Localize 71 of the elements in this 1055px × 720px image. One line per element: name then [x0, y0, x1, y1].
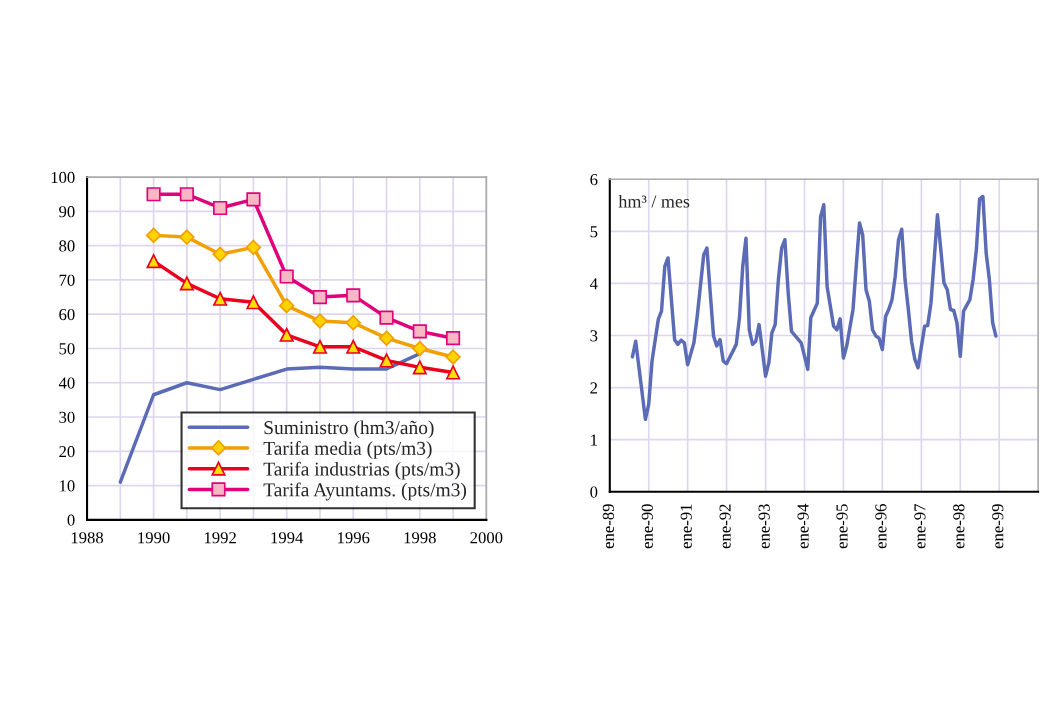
point: [278, 297, 295, 314]
x-tick-label: ene-99: [992, 504, 1004, 549]
point: [246, 295, 261, 310]
point: [213, 200, 228, 216]
point: [379, 310, 394, 325]
x-tick-label: ene-98: [953, 504, 965, 549]
point: [245, 239, 262, 256]
y-tick-label: 70: [59, 274, 75, 286]
x-tick-label: ene-90: [641, 504, 653, 549]
x-tick-label: ene-93: [758, 504, 770, 549]
y-tick-label: 90: [59, 206, 75, 218]
y-tick-label: 0: [67, 514, 75, 526]
point: [379, 353, 394, 368]
point: [412, 324, 427, 339]
x-tick-label: 1988: [71, 532, 104, 544]
point: [312, 339, 328, 354]
y-tick-label: 1: [591, 434, 597, 446]
y-tick-label: 10: [60, 480, 75, 492]
point: [346, 339, 361, 354]
x-tick-label: 1998: [404, 532, 436, 544]
point: [445, 349, 461, 365]
point: [345, 315, 361, 331]
x-tick-label: ene-89: [602, 504, 614, 549]
y-tick-label: 60: [59, 308, 75, 321]
y-tick-label: 0: [590, 486, 598, 498]
y-axis-title: hm³ / mes: [618, 194, 690, 208]
y-tick-label: 30: [59, 411, 75, 423]
legend-label: Tarifa Ayuntams. (pts/m3): [263, 482, 467, 501]
point: [179, 187, 194, 202]
y-tick-label: 4: [589, 278, 598, 290]
x-tick-label: ene-94: [797, 503, 809, 549]
point: [146, 187, 161, 202]
y-tick-label: 6: [590, 174, 598, 186]
legend-label: Suministro (hm3/año): [264, 420, 434, 439]
point: [312, 289, 328, 305]
y-tick-label: 5: [590, 226, 598, 238]
point: [312, 313, 328, 329]
x-tick-label: 1992: [204, 532, 236, 544]
x-tick-label: ene-91: [680, 504, 692, 549]
x-tick-label: ene-97: [914, 504, 926, 549]
x-tick-label: ene-92: [719, 504, 731, 549]
point: [145, 227, 162, 244]
y-tick-label: 20: [59, 446, 75, 458]
y-tick-label: 100: [51, 171, 75, 184]
point: [378, 330, 395, 346]
point: [279, 327, 294, 342]
point: [445, 365, 461, 380]
point: [179, 276, 194, 291]
point: [213, 291, 228, 306]
x-tick-label: 1996: [338, 532, 370, 544]
x-tick-label: 1994: [271, 532, 304, 544]
y-tick-label: 40: [58, 377, 75, 389]
point: [412, 340, 428, 357]
y-tick-label: 2: [590, 382, 598, 394]
x-tick-label: 2000: [470, 532, 503, 544]
point: [146, 254, 161, 269]
x-tick-label: 1990: [138, 532, 170, 544]
point: [445, 331, 461, 346]
y-tick-label: 80: [59, 240, 75, 252]
y-tick-label: 3: [590, 330, 598, 342]
point: [279, 269, 294, 284]
legend-label: Tarifa media (pts/m3): [263, 441, 432, 459]
point: [246, 192, 261, 207]
point: [412, 360, 427, 375]
point: [346, 288, 361, 303]
y-tick-label: 50: [59, 343, 75, 355]
x-tick-label: ene-95: [836, 504, 848, 549]
legend-label: Tarifa industrias (pts/m3): [263, 461, 460, 480]
point: [212, 246, 228, 262]
x-tick-label: ene-96: [875, 504, 887, 549]
point: [179, 229, 195, 245]
